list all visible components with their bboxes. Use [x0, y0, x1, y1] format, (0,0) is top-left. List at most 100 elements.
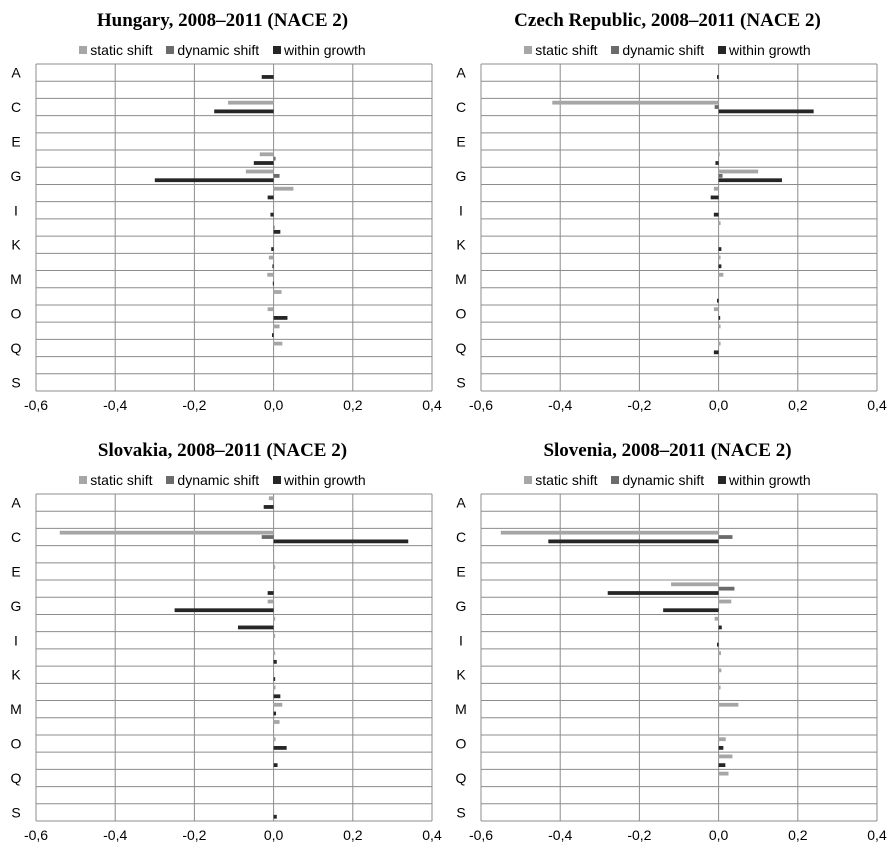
within-growth-bar: [717, 642, 719, 647]
static-shift-bar: [718, 341, 721, 346]
x-tick-label: 0,0: [709, 397, 729, 413]
x-tick-label: 0,2: [343, 827, 363, 843]
legend-label: dynamic shift: [177, 472, 260, 488]
y-tick-label: A: [456, 495, 466, 511]
y-tick-label: M: [455, 271, 467, 287]
y-tick-label: G: [11, 598, 22, 614]
chart-legend: static shift dynamic shift within growth: [0, 472, 445, 488]
y-tick-label: K: [11, 237, 21, 253]
y-tick-label: G: [456, 598, 467, 614]
within-growth-bar: [663, 608, 719, 613]
x-tick-label: -0,6: [24, 827, 48, 843]
legend-swatch: [611, 46, 620, 55]
x-tick-label: 0,0: [264, 827, 284, 843]
within-growth-bar: [270, 212, 274, 217]
static-shift-bar: [273, 565, 276, 569]
within-growth-bar: [267, 591, 274, 595]
within-growth-bar: [548, 539, 719, 544]
dynamic-shift-bar: [718, 586, 735, 591]
within-growth-bar: [718, 109, 814, 114]
within-growth-bar: [718, 625, 722, 630]
within-growth-bar: [273, 763, 278, 768]
static-shift-bar: [267, 307, 274, 312]
legend-swatch: [718, 476, 727, 485]
legend-label: static shift: [90, 42, 153, 58]
x-tick-label: -0,2: [182, 827, 206, 843]
chart-legend: static shift dynamic shift within growth: [0, 42, 445, 58]
within-growth-bar: [607, 591, 719, 595]
static-shift-bar: [228, 100, 274, 105]
legend-swatch: [524, 46, 533, 55]
static-shift-bar: [718, 255, 721, 260]
y-tick-label: I: [14, 202, 18, 218]
static-shift-bar: [273, 737, 276, 742]
static-shift-bar: [273, 651, 276, 656]
legend-label: within growth: [729, 42, 811, 58]
chart-panel: Slovakia, 2008–2011 (NACE 2) static shif…: [0, 430, 445, 860]
static-shift-bar: [273, 341, 283, 346]
static-shift-bar: [718, 754, 733, 759]
static-shift-bar: [500, 530, 719, 535]
static-shift-bar: [273, 685, 276, 690]
y-tick-label: Q: [456, 340, 467, 356]
chart-panel: Hungary, 2008–2011 (NACE 2) static shift…: [0, 0, 445, 430]
y-tick-label: A: [11, 65, 21, 81]
within-growth-bar: [272, 264, 274, 269]
chart-title: Slovenia, 2008–2011 (NACE 2): [543, 440, 792, 461]
x-tick-label: 0,4: [867, 827, 887, 843]
legend-within-growth: within growth: [273, 42, 366, 58]
legend-swatch: [611, 476, 620, 485]
static-shift-bar: [718, 221, 721, 226]
static-shift-bar: [718, 771, 729, 776]
x-tick-label: -0,6: [24, 397, 48, 413]
static-shift-bar: [718, 702, 739, 707]
static-shift-bar: [59, 530, 274, 535]
x-tick-label: 0,2: [788, 397, 808, 413]
within-growth-bar: [718, 316, 721, 320]
dynamic-shift-bar: [273, 156, 276, 161]
chart-plot: -0,6 -0,4 -0,2 0,0 0,2 0,4 A C E G I K M O Q S: [455, 63, 887, 413]
x-tick-label: 0,0: [709, 827, 729, 843]
within-growth-bar: [273, 539, 409, 544]
legend-static-shift: static shift: [524, 472, 598, 488]
within-growth-bar: [273, 694, 281, 699]
static-shift-bar: [718, 599, 732, 604]
static-shift-bar: [259, 152, 274, 157]
within-growth-bar: [718, 746, 724, 750]
chart-title: Slovakia, 2008–2011 (NACE 2): [97, 440, 348, 461]
y-tick-label: I: [459, 202, 463, 218]
static-shift-bar: [273, 702, 283, 707]
y-tick-label: E: [456, 563, 465, 579]
dynamic-shift-bar: [273, 173, 280, 178]
y-tick-label: E: [11, 133, 20, 149]
static-shift-bar: [273, 290, 282, 294]
within-growth-bar: [273, 814, 277, 819]
static-shift-bar: [267, 599, 274, 604]
static-shift-bar: [713, 186, 719, 191]
static-shift-bar: [718, 651, 721, 656]
x-tick-label: -0,4: [103, 397, 127, 413]
within-growth-bar: [273, 229, 281, 234]
y-tick-label: Q: [456, 770, 467, 786]
y-tick-label: O: [456, 736, 467, 752]
within-growth-bar: [718, 264, 722, 269]
legend-label: within growth: [284, 472, 366, 488]
chart-plot: -0,6 -0,4 -0,2 0,0 0,2 0,4 A C E G I K M O Q S: [10, 493, 442, 843]
within-growth-bar: [718, 763, 726, 768]
static-shift-bar: [671, 582, 719, 587]
y-tick-label: M: [10, 271, 22, 287]
y-tick-label: O: [11, 306, 22, 322]
legend-label: dynamic shift: [622, 472, 705, 488]
dynamic-shift-bar: [261, 535, 274, 539]
y-tick-label: K: [456, 667, 466, 683]
within-growth-bar: [273, 711, 276, 716]
static-shift-bar: [273, 324, 280, 329]
y-tick-label: S: [456, 804, 465, 820]
legend-static-shift: static shift: [79, 472, 153, 488]
x-tick-label: -0,2: [627, 827, 651, 843]
legend-static-shift: static shift: [79, 42, 153, 58]
legend-dynamic-shift: dynamic shift: [166, 472, 259, 488]
static-shift-bar: [718, 737, 726, 742]
legend-swatch: [718, 46, 727, 55]
y-tick-label: O: [11, 736, 22, 752]
